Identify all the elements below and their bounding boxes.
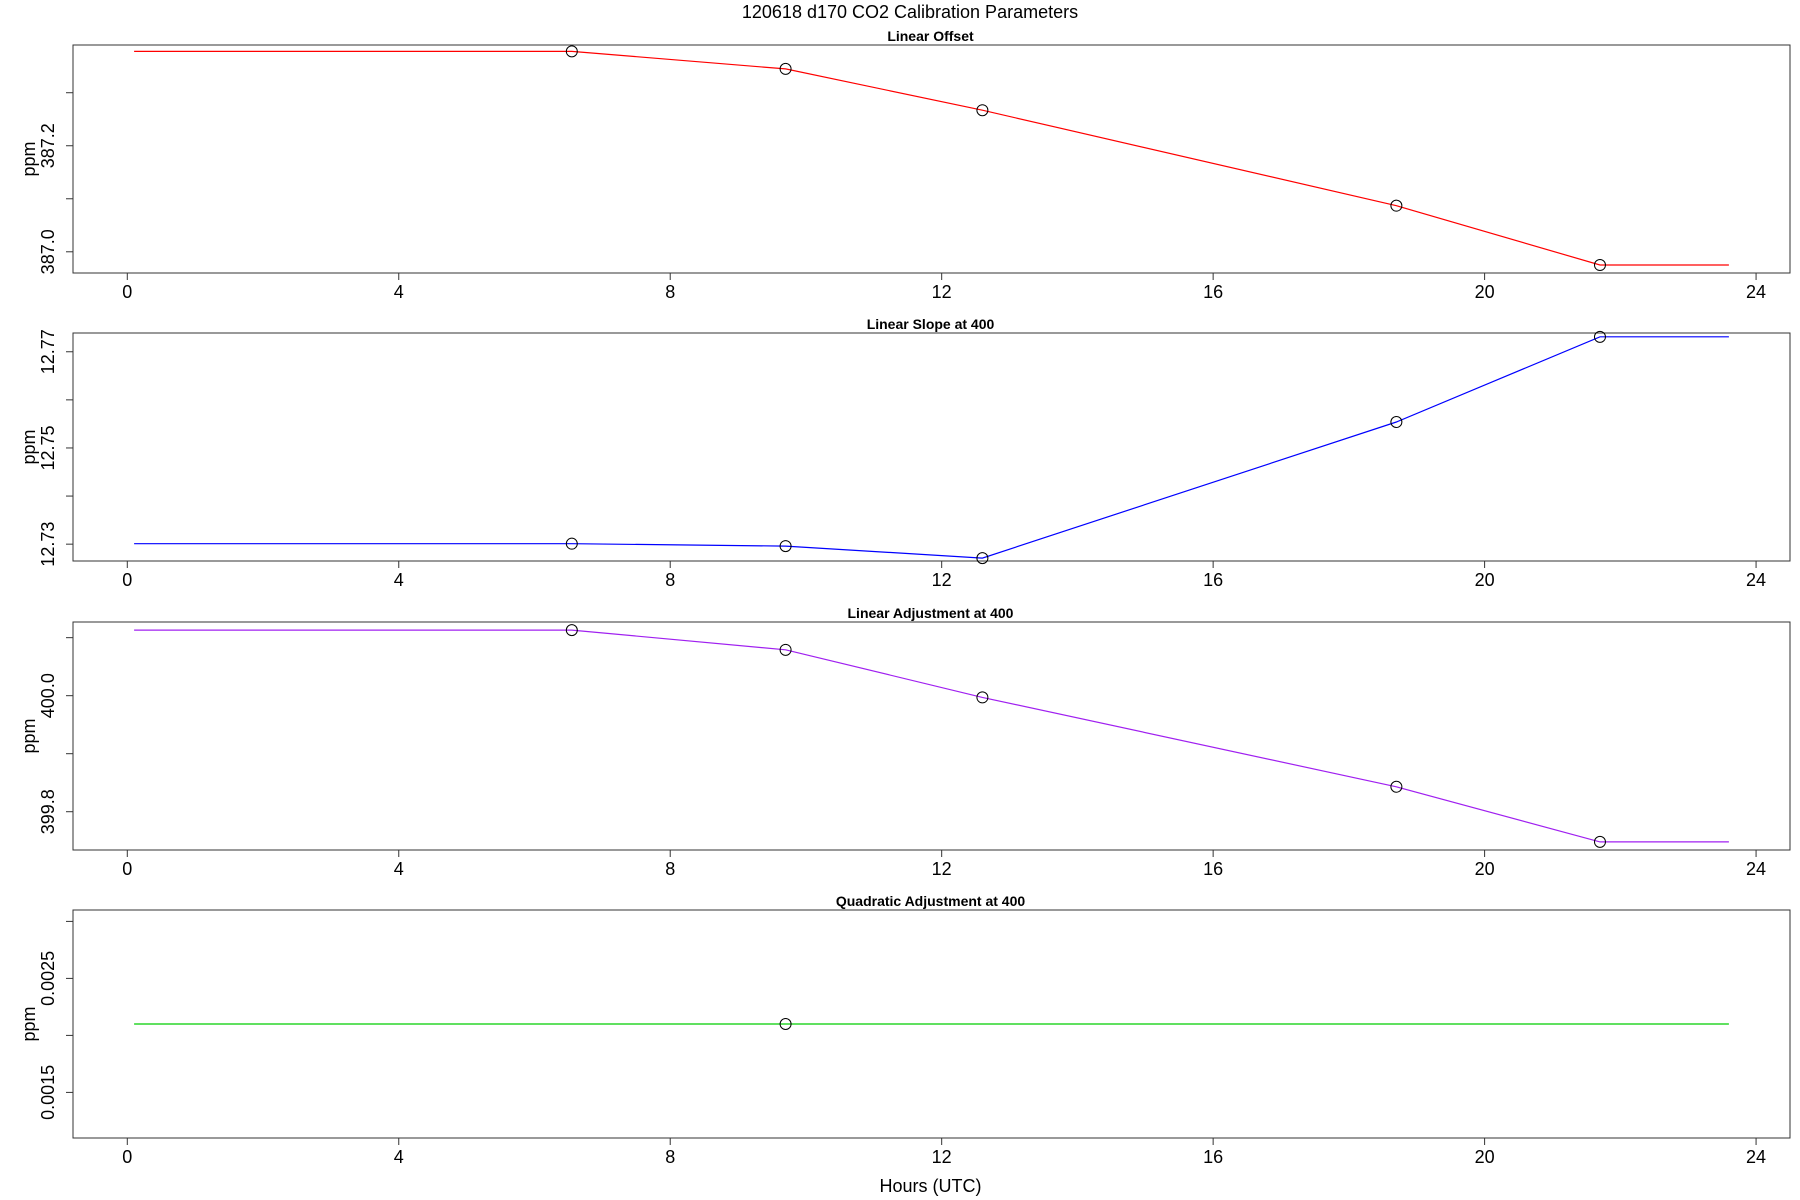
x-tick-label: 12	[932, 570, 952, 590]
x-tick-label: 16	[1203, 859, 1223, 879]
x-tick-label: 24	[1746, 859, 1766, 879]
panel-title: Linear Offset	[887, 28, 974, 44]
x-tick-label: 8	[665, 282, 675, 302]
x-tick-label: 0	[122, 859, 132, 879]
x-tick-label: 16	[1203, 282, 1223, 302]
x-tick-label: 8	[665, 859, 675, 879]
y-tick-label: 400.0	[38, 673, 58, 718]
x-tick-label: 20	[1475, 570, 1495, 590]
data-point	[565, 624, 578, 637]
data-point	[565, 45, 578, 58]
series-line	[134, 50, 1729, 266]
x-tick-label: 16	[1203, 570, 1223, 590]
x-tick-label: 20	[1475, 282, 1495, 302]
y-tick-label: 0.0025	[38, 951, 58, 1006]
plot-frame	[72, 44, 1791, 274]
x-tick-label: 4	[394, 570, 404, 590]
panel-title: Quadratic Adjustment at 400	[836, 893, 1026, 909]
data-point	[565, 537, 578, 550]
chart-panel: Linear Slope at 400 0 4 8 12 16 20 24 12.73 12.75…	[19, 316, 1791, 590]
y-axis-label: ppm	[19, 1006, 39, 1041]
y-axis-label: ppm	[19, 141, 39, 176]
data-point	[976, 552, 989, 565]
x-tick-label: 8	[665, 570, 675, 590]
x-tick-label: 8	[665, 1147, 675, 1167]
x-tick-label: 0	[122, 570, 132, 590]
y-tick-label: 12.77	[38, 329, 58, 374]
series-line	[134, 629, 1729, 843]
y-tick-label: 399.8	[38, 789, 58, 834]
data-point	[779, 1018, 792, 1030]
data-point	[1390, 199, 1403, 212]
y-tick-label: 12.75	[38, 425, 58, 470]
x-tick-label: 4	[394, 1147, 404, 1167]
data-point	[779, 62, 792, 75]
y-tick-label: 387.0	[38, 229, 58, 274]
chart-panel: Quadratic Adjustment at 400 0 4 8 12 16 20 24 0.…	[19, 893, 1791, 1196]
data-point	[1593, 330, 1606, 343]
x-tick-label: 24	[1746, 282, 1766, 302]
y-axis-label: ppm	[19, 429, 39, 464]
x-tick-label: 24	[1746, 570, 1766, 590]
x-tick-label: 12	[932, 1147, 952, 1167]
x-tick-label: 0	[122, 1147, 132, 1167]
panel-title: Linear Slope at 400	[867, 316, 995, 332]
x-tick-label: 20	[1475, 859, 1495, 879]
data-point	[976, 104, 989, 117]
plot-frame	[72, 621, 1791, 851]
data-point	[1593, 259, 1606, 272]
data-point	[1390, 415, 1403, 428]
y-tick-label: 387.2	[38, 123, 58, 168]
x-tick-label: 0	[122, 282, 132, 302]
x-tick-label: 4	[394, 859, 404, 879]
x-tick-label: 24	[1746, 1147, 1766, 1167]
data-point	[976, 691, 989, 704]
panel-title: Linear Adjustment at 400	[848, 605, 1014, 621]
data-point	[1593, 835, 1606, 848]
chart-panel: Linear Adjustment at 400 0 4 8 12 16 20 24 399.8…	[19, 605, 1791, 879]
plot-frame	[72, 332, 1791, 562]
data-point	[779, 643, 792, 656]
x-tick-label: 4	[394, 282, 404, 302]
y-tick-label: 12.73	[38, 522, 58, 567]
data-point	[1390, 780, 1403, 793]
series-line	[134, 336, 1729, 559]
x-tick-label: 20	[1475, 1147, 1495, 1167]
x-tick-label: 12	[932, 859, 952, 879]
y-axis-label: ppm	[19, 718, 39, 753]
data-point	[779, 540, 792, 553]
y-tick-label: 0.0015	[38, 1065, 58, 1120]
x-tick-label: 16	[1203, 1147, 1223, 1167]
plot-frame	[72, 909, 1791, 1139]
x-tick-label: 12	[932, 282, 952, 302]
x-axis-label: Hours (UTC)	[880, 1176, 982, 1196]
figure-title: 120618 d170 CO2 Calibration Parameters	[742, 2, 1078, 22]
